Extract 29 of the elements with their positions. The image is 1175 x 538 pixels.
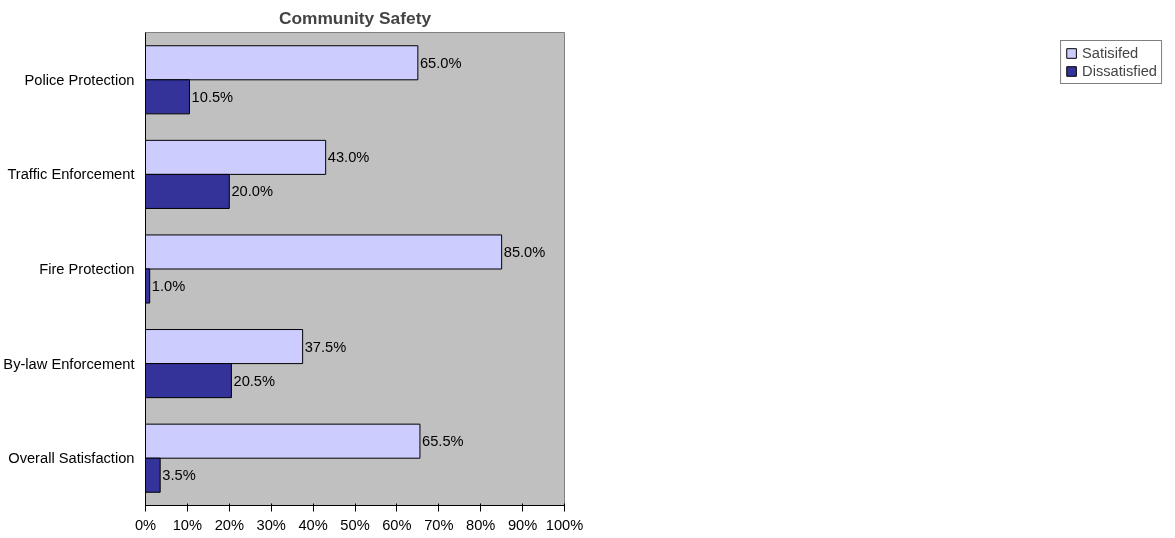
data-label: 37.5% xyxy=(304,338,347,355)
x-tick-label: 80% xyxy=(466,516,496,533)
x-tick-label: 70% xyxy=(424,516,454,533)
data-label: 65.5% xyxy=(422,433,464,450)
x-tick-label: 40% xyxy=(298,516,328,533)
x-tick-label: 10% xyxy=(172,516,203,533)
x-tick-label: 0% xyxy=(134,516,157,533)
data-label: 10.5% xyxy=(191,88,234,105)
x-tick-label: 50% xyxy=(340,516,370,533)
data-label: 65.0% xyxy=(419,54,462,71)
chart-title: Community Safety xyxy=(278,7,432,28)
data-label: 85.0% xyxy=(503,243,546,260)
data-label: 43.0% xyxy=(327,149,370,166)
x-tick-label: 20% xyxy=(214,516,244,533)
y-tick-label: Overall Satisfaction xyxy=(8,450,135,467)
data-label: 20.5% xyxy=(233,372,276,389)
y-tick-label: Traffic Enforcement xyxy=(7,166,135,183)
data-label: 3.5% xyxy=(162,467,196,484)
legend-label: Satisifed xyxy=(1082,45,1139,61)
y-tick-label: By-law Enforcement xyxy=(3,355,135,372)
legend-label: Dissatisfied xyxy=(1082,63,1157,79)
y-tick-label: Fire Protection xyxy=(39,261,135,277)
data-label: 1.0% xyxy=(151,278,186,295)
data-label: 20.0% xyxy=(231,183,273,200)
x-tick-label: 100% xyxy=(545,516,584,533)
x-tick-label: 30% xyxy=(256,516,286,533)
y-tick-label: Police Protection xyxy=(24,71,135,88)
x-tick-label: 90% xyxy=(507,516,538,533)
x-tick-label: 60% xyxy=(382,516,412,533)
